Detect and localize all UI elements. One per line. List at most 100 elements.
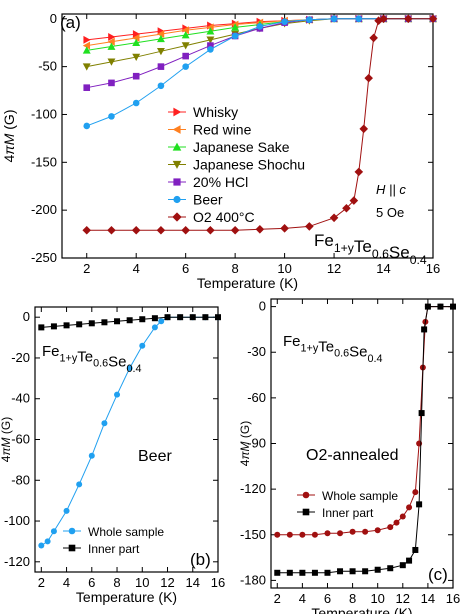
legend-marker xyxy=(173,178,181,186)
data-point xyxy=(101,420,108,427)
data-point xyxy=(421,326,428,333)
y-axis-label: 4πM (G) xyxy=(1,110,17,163)
data-point xyxy=(418,410,425,417)
data-point xyxy=(108,113,115,120)
y-tick-label: -30 xyxy=(247,344,266,359)
data-point xyxy=(158,318,165,325)
data-point xyxy=(107,42,116,50)
legend-marker xyxy=(173,195,181,204)
data-point xyxy=(181,42,190,50)
legend-marker xyxy=(172,142,182,151)
data-point xyxy=(450,303,456,310)
data-point xyxy=(164,314,171,321)
x-tick-label: 16 xyxy=(426,261,440,276)
data-point xyxy=(206,225,215,235)
series-inner-part xyxy=(38,314,221,331)
data-point xyxy=(330,15,338,23)
y-tick-label: -60 xyxy=(247,390,266,405)
data-point xyxy=(157,82,165,90)
legend-marker xyxy=(68,527,76,535)
x-tick-label: 6 xyxy=(324,591,331,606)
legend-label: Whole sample xyxy=(88,525,164,539)
y-tick-label: -100 xyxy=(4,513,30,528)
y-tick-label: -120 xyxy=(240,481,266,496)
data-point xyxy=(157,63,165,70)
x-tick-label: 2 xyxy=(38,575,45,590)
data-point xyxy=(305,222,314,231)
data-point xyxy=(428,14,438,24)
data-point xyxy=(342,203,351,213)
data-point xyxy=(139,316,146,323)
data-point xyxy=(108,79,115,87)
data-point xyxy=(324,530,331,537)
y-tick-label: 0 xyxy=(23,309,30,324)
data-point xyxy=(82,46,91,54)
data-point xyxy=(76,321,83,328)
data-point xyxy=(181,225,190,235)
data-point xyxy=(416,501,423,508)
y-tick-label: -150 xyxy=(31,154,57,169)
data-point xyxy=(156,34,165,43)
legend-label: O2 400°C xyxy=(193,209,255,225)
plot-frame xyxy=(61,13,434,259)
data-point xyxy=(82,63,91,71)
data-point xyxy=(424,303,431,310)
data-point xyxy=(132,72,140,80)
data-point xyxy=(324,569,331,576)
legend-label: Red wine xyxy=(193,122,252,138)
y-tick-label: -150 xyxy=(240,527,266,542)
x-tick-label: 6 xyxy=(182,261,189,276)
x-axis-label: Temperature (K) xyxy=(311,605,412,614)
y-tick-label: -60 xyxy=(11,432,30,447)
data-point xyxy=(76,481,83,488)
x-tick-label: 16 xyxy=(446,591,460,606)
y-tick-label: -180 xyxy=(240,572,266,587)
data-point xyxy=(412,546,419,553)
data-point xyxy=(274,531,281,538)
data-point xyxy=(359,124,369,134)
compound-label: Fe1+yTe0.6Se0.4 xyxy=(42,343,141,375)
legend-marker xyxy=(172,160,182,169)
data-point xyxy=(132,33,140,42)
sample-label: O2-annealed xyxy=(306,447,399,464)
data-point xyxy=(63,322,70,329)
data-point xyxy=(82,41,91,50)
data-point xyxy=(177,314,184,321)
data-point xyxy=(231,32,239,40)
data-point xyxy=(38,324,45,331)
x-tick-label: 16 xyxy=(211,575,225,590)
data-point xyxy=(256,23,264,30)
data-point xyxy=(83,122,91,130)
x-tick-label: 4 xyxy=(133,261,140,276)
legend-item: Inner part xyxy=(63,542,140,556)
legend-item: Red wine xyxy=(168,122,252,138)
data-point xyxy=(374,16,383,25)
compound-label: Fe1+yTe0.6Se0.4 xyxy=(283,333,382,365)
data-point xyxy=(286,531,293,538)
x-tick-label: 10 xyxy=(135,575,149,590)
x-tick-label: 12 xyxy=(160,575,174,590)
legend-marker xyxy=(68,544,76,552)
legend-marker xyxy=(172,212,182,222)
y-tick-label: -200 xyxy=(31,202,57,217)
data-point xyxy=(374,566,381,573)
data-point xyxy=(206,23,214,32)
data-point xyxy=(202,314,209,321)
y-tick-label: 0 xyxy=(50,11,57,26)
legend-item: 20% HCl xyxy=(168,174,248,190)
x-tick-label: 8 xyxy=(232,261,239,276)
data-point xyxy=(107,225,116,235)
data-point xyxy=(329,213,339,223)
legend-label: Whole sample xyxy=(322,489,398,503)
y-tick-label: -80 xyxy=(11,472,30,487)
x-axis-label: Temperature (K) xyxy=(197,275,298,291)
x-tick-label: 2 xyxy=(274,591,281,606)
series-inner-part xyxy=(274,303,456,576)
x-tick-label: 14 xyxy=(421,591,435,606)
legend-item: Whole sample xyxy=(297,489,398,503)
legend-item: Japanese Shochu xyxy=(168,157,305,173)
legend-item: Whisky xyxy=(168,104,238,120)
data-point xyxy=(311,569,318,576)
